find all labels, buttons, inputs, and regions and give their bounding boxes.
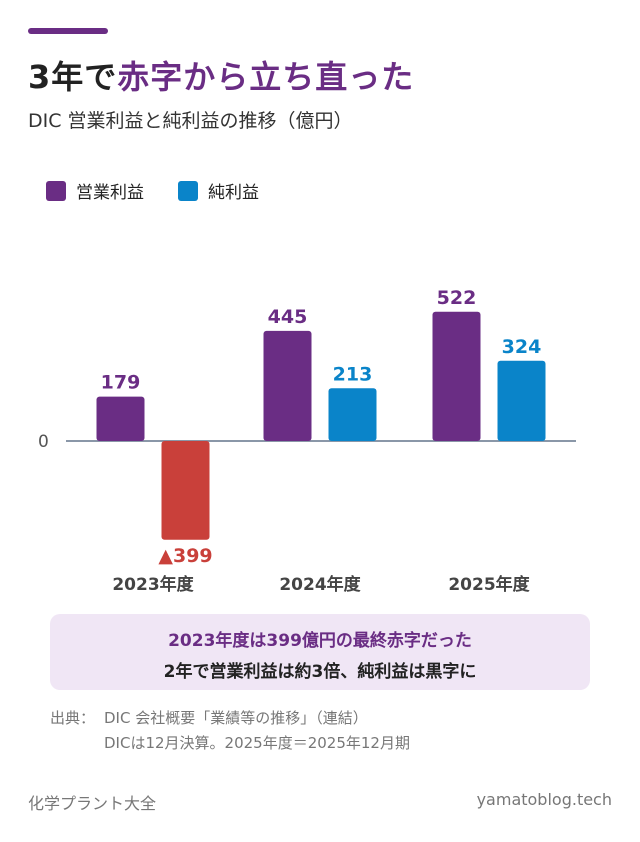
summary-line-2: 2年で営業利益は約3倍、純利益は黒字に: [163, 662, 477, 682]
bar-net-2: [497, 360, 546, 441]
chart-subtitle: DIC 営業利益と純利益の推移（億円）: [28, 110, 353, 132]
title-prefix: 3年で: [28, 58, 118, 96]
summary-line-1: 2023年度は399億円の最終赤字だった: [168, 631, 472, 651]
zero-tick-label: 0: [38, 432, 49, 452]
data-label-operating-2: 522: [437, 287, 477, 309]
legend-swatch-net: [178, 180, 198, 201]
bar-chart: 0 179 ▲399 2023年度 445 213 2024年度 522 324 2025年度: [38, 287, 576, 595]
data-label-operating-0: 179: [101, 372, 141, 394]
bar-operating-0: [96, 396, 145, 441]
summary-note: 2023年度は399億円の最終赤字だった 2年で営業利益は約3倍、純利益は黒字に: [50, 614, 590, 690]
data-label-net-1: 213: [333, 363, 373, 385]
legend: 営業利益 純利益: [46, 178, 293, 203]
source-label: 出典：: [50, 709, 96, 727]
data-label-net-0: ▲399: [158, 545, 212, 567]
bar-net-1: [328, 388, 377, 441]
legend-item-net: 純利益: [178, 178, 259, 203]
footer-site-name: 化学プラント大全: [28, 794, 157, 813]
title-accent-bar: [28, 28, 108, 34]
bar-operating-1: [263, 330, 312, 441]
footer-url[interactable]: yamatoblog.tech: [476, 790, 612, 809]
legend-label-net: 純利益: [208, 183, 259, 203]
source-line-2: DICは12月決算。2025年度＝2025年12月期: [104, 734, 410, 752]
data-label-net-2: 324: [502, 336, 542, 358]
category-label-0: 2023年度: [112, 574, 194, 595]
bar-operating-2: [432, 311, 481, 441]
chart-title: 3年で赤字から立ち直った: [28, 52, 414, 98]
source-note: 出典： DIC 会社概要「業績等の推移」（連結） DICは12月決算。2025年…: [50, 706, 410, 756]
source-line-1: DIC 会社概要「業績等の推移」（連結）: [104, 709, 368, 727]
legend-item-operating: 営業利益: [46, 178, 144, 203]
category-label-2: 2025年度: [448, 574, 530, 595]
title-highlight: 赤字から立ち直った: [117, 58, 415, 96]
data-label-operating-1: 445: [268, 306, 308, 328]
legend-swatch-operating: [46, 180, 66, 201]
bar-net-0: [161, 441, 210, 540]
category-label-1: 2024年度: [279, 574, 361, 595]
legend-label-operating: 営業利益: [76, 183, 144, 203]
